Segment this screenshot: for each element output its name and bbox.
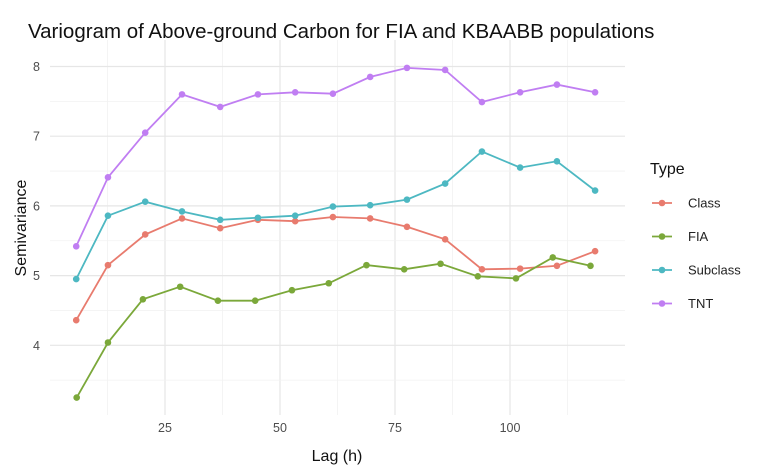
legend-label: TNT [688, 296, 713, 311]
data-point [325, 279, 333, 287]
data-point [178, 208, 186, 215]
legend-key-point [658, 266, 666, 274]
data-point [441, 66, 449, 74]
data-point [516, 164, 524, 171]
data-point [403, 196, 411, 203]
x-tick-label: 50 [273, 421, 287, 435]
y-tick-label: 8 [33, 60, 40, 74]
data-point [329, 213, 337, 221]
data-point [478, 148, 486, 155]
x-axis-ticks: 25 50 75 100 [158, 421, 520, 435]
data-point [141, 198, 149, 206]
legend-label: FIA [688, 229, 709, 244]
y-axis-label: Semivariance [13, 179, 30, 276]
data-point [366, 215, 374, 222]
data-point [216, 224, 224, 232]
data-point [591, 88, 599, 96]
x-axis-label: Lag (h) [312, 448, 363, 465]
legend-key-point [658, 233, 666, 240]
data-point [478, 266, 486, 273]
data-point [216, 216, 224, 224]
data-point [141, 231, 149, 238]
data-point [366, 73, 374, 81]
legend-label: Subclass [688, 263, 741, 278]
data-point [553, 81, 561, 88]
chart-title: Variogram of Above-ground Carbon for FIA… [28, 20, 654, 43]
data-point [291, 88, 299, 96]
x-tick-label: 100 [500, 421, 521, 435]
data-point [549, 254, 557, 261]
data-point [291, 212, 299, 219]
data-point [254, 214, 262, 222]
data-point [178, 215, 186, 222]
x-tick-label: 25 [158, 421, 172, 435]
data-point [366, 201, 374, 209]
data-point [72, 243, 80, 250]
data-point [214, 297, 222, 304]
legend-item-subclass: Subclass [652, 263, 741, 278]
data-point [72, 275, 80, 283]
legend-item-class: Class [652, 196, 721, 211]
series-layer [72, 64, 599, 401]
data-point [403, 223, 411, 231]
legend-item-tnt: TNT [652, 296, 713, 311]
data-point [512, 275, 520, 282]
data-point [288, 286, 296, 294]
data-point [516, 265, 524, 272]
legend-key-point [658, 199, 666, 207]
grid [50, 40, 625, 415]
data-point [400, 266, 408, 273]
data-point [104, 212, 112, 219]
data-point [141, 129, 149, 137]
y-axis-ticks: 4 5 6 7 8 [33, 60, 40, 353]
y-tick-label: 6 [33, 199, 40, 213]
series-class [72, 213, 599, 324]
series-subclass [72, 148, 599, 283]
data-point [72, 316, 80, 324]
data-point [403, 64, 411, 72]
data-point [441, 236, 449, 243]
data-point [441, 180, 449, 187]
data-point [251, 297, 259, 304]
data-point [553, 157, 561, 165]
data-point [587, 262, 594, 270]
data-point [73, 394, 80, 401]
data-point [104, 261, 112, 269]
data-point [104, 174, 112, 181]
legend-key-point [658, 300, 666, 307]
data-point [291, 217, 299, 225]
data-point [553, 262, 561, 270]
x-tick-label: 75 [388, 421, 402, 435]
data-point [591, 247, 599, 255]
data-point [176, 283, 184, 291]
series-tnt [72, 64, 599, 250]
data-point [437, 260, 444, 268]
series-fia [73, 254, 594, 401]
data-point [329, 90, 337, 97]
data-point [254, 91, 262, 98]
legend: Type Class FIA Subclass TNT [650, 161, 741, 311]
data-point [104, 339, 112, 346]
data-point [139, 295, 147, 303]
data-point [178, 91, 186, 98]
legend-title: Type [650, 161, 685, 178]
data-point [363, 261, 370, 269]
data-point [329, 203, 337, 210]
data-point [591, 187, 599, 194]
y-tick-label: 5 [33, 269, 40, 283]
data-point [478, 98, 486, 106]
data-point [516, 88, 524, 96]
data-point [216, 103, 224, 111]
data-point [474, 272, 482, 280]
y-tick-label: 4 [33, 339, 40, 353]
legend-label: Class [688, 196, 721, 211]
y-tick-label: 7 [33, 130, 40, 144]
legend-item-fia: FIA [652, 229, 709, 244]
